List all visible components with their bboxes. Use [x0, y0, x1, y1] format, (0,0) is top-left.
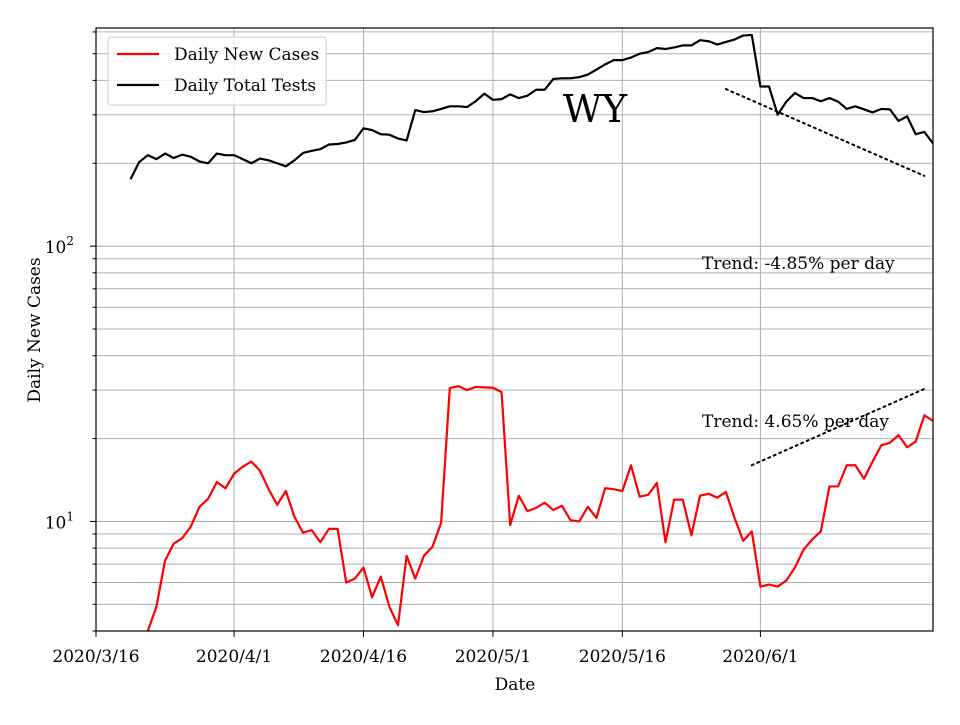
trend-line-tests	[724, 88, 926, 177]
y-tick-label: 101	[45, 509, 74, 533]
x-tick-label: 2020/6/1	[722, 647, 798, 667]
x-axis-label: Date	[495, 675, 536, 695]
grid	[95, 28, 933, 632]
series-line-daily-total-tests	[129, 33, 933, 180]
series-layer	[129, 33, 933, 631]
x-tick-label: 2020/5/16	[579, 647, 666, 667]
legend-label-cases: Daily New Cases	[174, 45, 319, 65]
trend-layer	[724, 88, 926, 467]
x-tick-label: 2020/5/1	[455, 647, 531, 667]
x-tick-label: 2020/4/1	[196, 647, 272, 667]
x-tick-label: 2020/4/16	[320, 647, 407, 667]
trend-annotation-tests: Trend: -4.85% per day	[702, 254, 895, 274]
x-axis: 2020/3/16 2020/4/1 2020/4/16 2020/5/1 2020/5…	[52, 631, 799, 667]
legend-box	[107, 36, 327, 106]
trend-annotation-cases: Trend: 4.65% per day	[702, 412, 889, 432]
series-line-daily-new-cases	[146, 385, 933, 631]
y-axis: 101 102	[45, 31, 96, 632]
legend-label-tests: Daily Total Tests	[174, 76, 316, 96]
legend: Daily New Cases Daily Total Tests	[107, 36, 327, 106]
x-tick-label: 2020/3/16	[52, 647, 139, 667]
y-axis-label: Daily New Cases	[25, 257, 45, 402]
y-tick-label: 102	[45, 234, 74, 258]
chart-title: WY	[563, 87, 628, 131]
trend-line-cases	[750, 387, 926, 467]
